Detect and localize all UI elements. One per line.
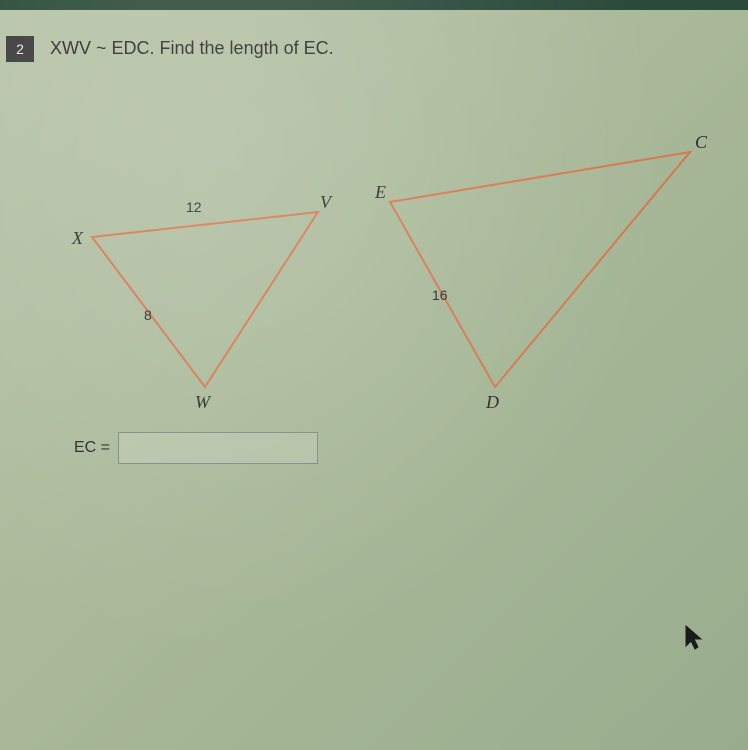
question-row: 2 XWV ~ EDC. Find the length of EC. [0, 10, 748, 62]
ec-answer-input[interactable] [118, 432, 318, 464]
side-ed-label: 16 [432, 287, 448, 303]
answer-row: EC = [74, 432, 318, 464]
vertex-e-label: E [375, 182, 386, 203]
top-bar [0, 0, 748, 10]
vertex-x-label: X [72, 228, 83, 249]
question-number-badge: 2 [6, 36, 34, 62]
vertex-d-label: D [486, 392, 499, 413]
vertex-v-label: V [320, 192, 331, 213]
cursor-icon [684, 624, 706, 652]
diagram-container: X W V E D C 8 12 16 [0, 82, 700, 462]
side-xw-label: 8 [144, 307, 152, 323]
triangle-edc [390, 152, 690, 387]
triangles-svg [0, 82, 720, 462]
question-text: XWV ~ EDC. Find the length of EC. [50, 38, 334, 59]
triangle-xwv [92, 212, 318, 387]
vertex-c-label: C [695, 132, 707, 153]
answer-label: EC = [74, 439, 110, 457]
question-number-text: 2 [16, 41, 24, 57]
vertex-w-label: W [195, 392, 210, 413]
side-xv-label: 12 [186, 199, 202, 215]
